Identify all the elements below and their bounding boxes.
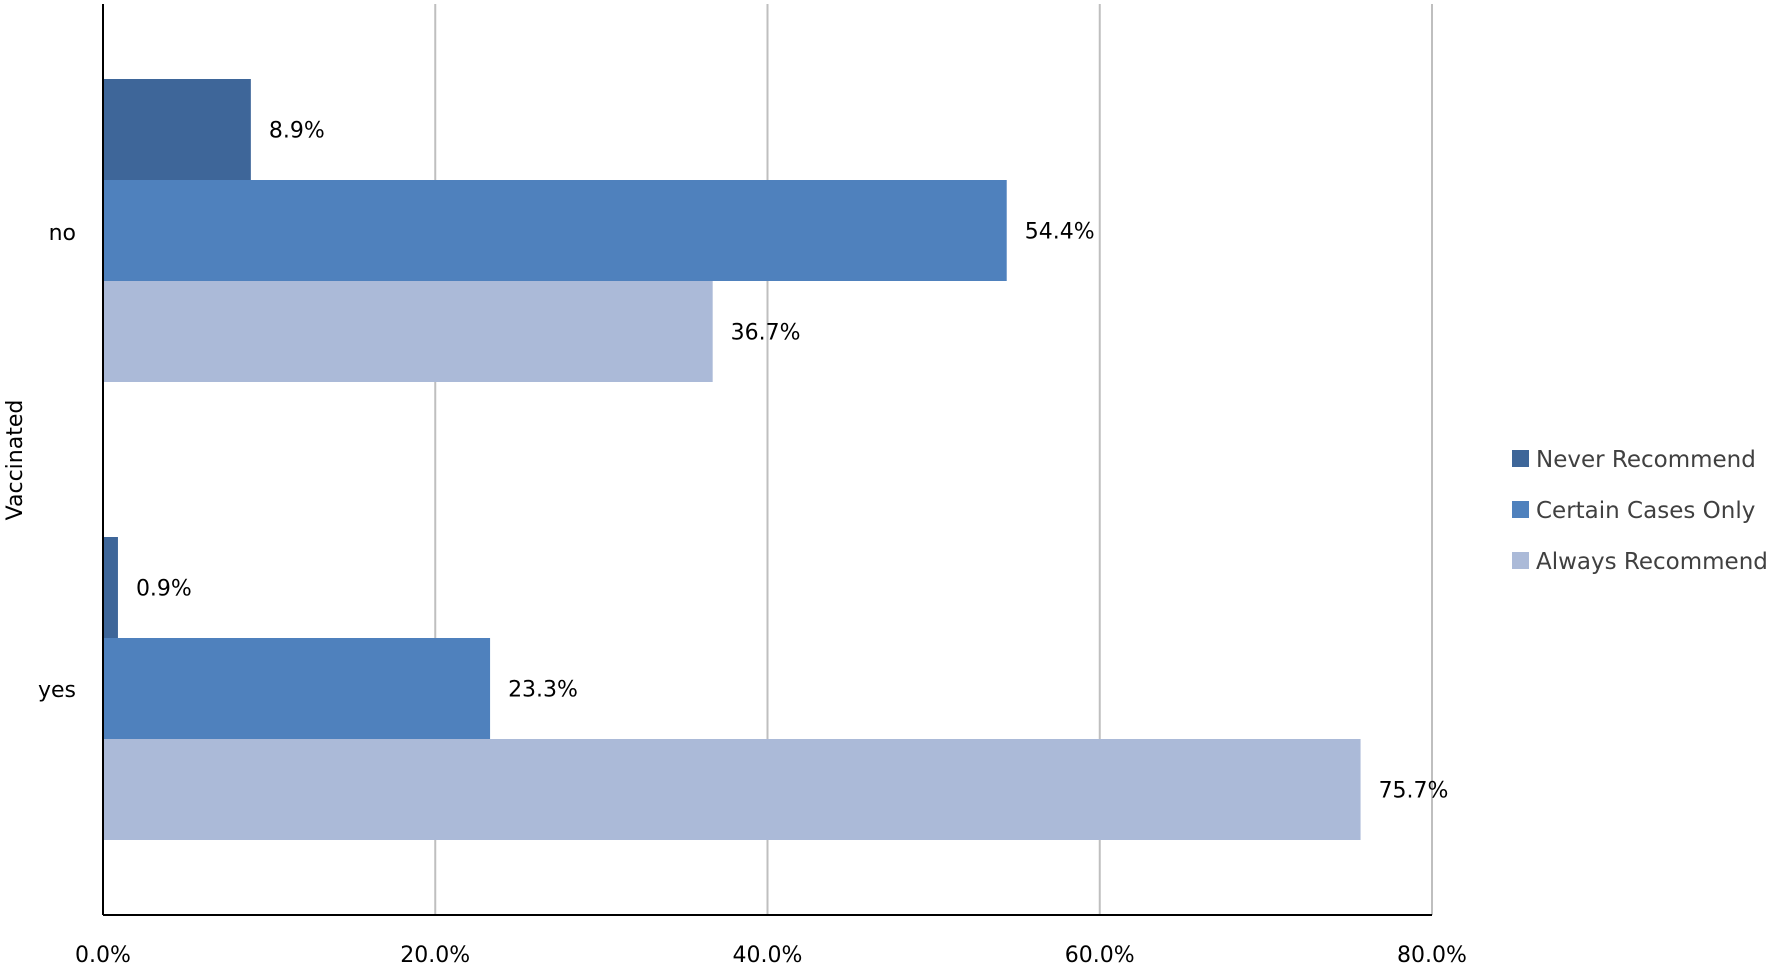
bar-no-0 — [103, 79, 251, 180]
y-category-label: no — [49, 221, 76, 246]
x-tick-label: 80.0% — [1397, 943, 1467, 966]
legend-label: Never Recommend — [1536, 447, 1756, 473]
data-label: 36.7% — [731, 321, 801, 346]
bars — [103, 79, 1361, 840]
y-category-label: yes — [38, 678, 76, 703]
legend-swatch — [1512, 501, 1529, 518]
legend-swatch — [1512, 450, 1529, 467]
x-tick-label: 60.0% — [1065, 943, 1135, 966]
data-label: 54.4% — [1025, 220, 1095, 245]
legend-label: Always Recommend — [1536, 549, 1768, 575]
y-axis-title: Vaccinated — [3, 400, 28, 521]
bar-yes-0 — [103, 537, 118, 638]
data-label: 23.3% — [508, 678, 578, 703]
legend-swatch — [1512, 552, 1529, 569]
bar-yes-2 — [103, 739, 1361, 840]
data-label: 0.9% — [136, 577, 192, 602]
bar-no-1 — [103, 180, 1007, 281]
x-tick-label: 20.0% — [400, 943, 470, 966]
bar-no-2 — [103, 281, 713, 382]
axes — [102, 4, 1432, 916]
legend-label: Certain Cases Only — [1536, 498, 1755, 524]
labels: 0.0% 20.0% 40.0% 60.0% 80.0% no 8.9% 54.4% 36.7%… — [38, 119, 1467, 966]
legend: Never Recommend Certain Cases Only Always … — [1512, 447, 1768, 575]
x-tick-label: 40.0% — [733, 943, 803, 966]
x-tick-label: 0.0% — [75, 943, 131, 966]
data-label: 8.9% — [269, 119, 325, 144]
data-label: 75.7% — [1379, 779, 1449, 804]
bar-yes-1 — [103, 638, 491, 739]
